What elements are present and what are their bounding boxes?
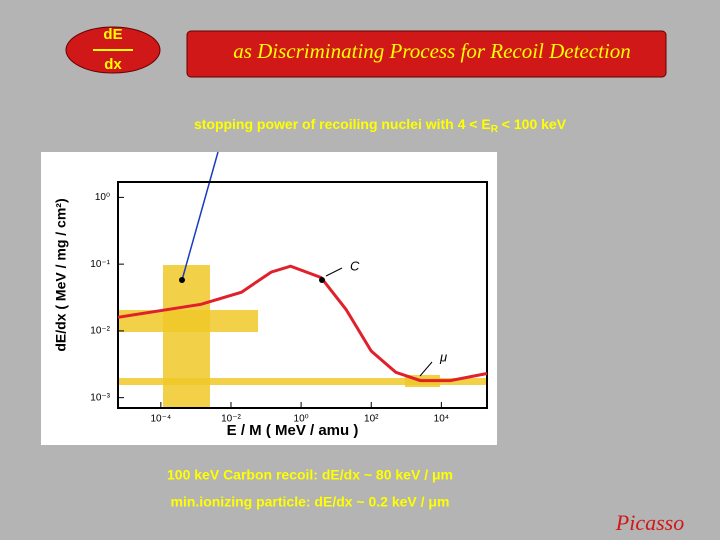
x-tick-label: 10² xyxy=(364,414,379,425)
pointer-line xyxy=(181,151,219,281)
x-tick-label: 10⁴ xyxy=(434,414,449,425)
pointer-dot xyxy=(179,277,185,283)
data-line xyxy=(117,264,488,383)
y-axis-label: dE/dx ( MeV / mg / cm²) xyxy=(53,198,69,351)
subtitle-subscript: R xyxy=(491,124,499,135)
annotation-pointer xyxy=(419,361,433,377)
annotation: C xyxy=(350,258,360,273)
title: as Discriminating Process for Recoil Det… xyxy=(233,39,631,63)
note: min.ionizing particle: dE/dx ~ 0.2 keV /… xyxy=(171,494,450,510)
x-axis-label: E / M ( MeV / amu ) xyxy=(227,422,359,439)
x-tick-label: 10⁻⁴ xyxy=(150,414,171,425)
badge-bottom: dx xyxy=(104,56,122,73)
annotation: μ xyxy=(439,349,447,364)
x-tick-label: 10⁰ xyxy=(294,414,309,425)
highlight-band xyxy=(163,265,210,408)
badge-top: dE xyxy=(103,26,122,43)
note: 100 keV Carbon recoil: dE/dx ~ 80 keV / … xyxy=(167,467,453,483)
annotation-dot xyxy=(319,277,325,283)
plot-frame xyxy=(117,181,488,409)
y-tick-label: 10⁻² xyxy=(90,326,110,337)
y-tick-label: 10⁻¹ xyxy=(90,259,110,270)
title-box xyxy=(186,30,667,78)
highlight-band xyxy=(118,310,258,332)
subtitle: stopping power of recoiling nuclei with … xyxy=(194,116,567,135)
annotation-pointer xyxy=(325,267,343,277)
highlight-band xyxy=(118,378,487,385)
logo: Picasso xyxy=(615,510,684,535)
subtitle-text: < 100 keV xyxy=(498,116,567,132)
y-tick-label: 10⁻³ xyxy=(90,392,110,403)
x-tick-label: 10⁻² xyxy=(221,414,241,425)
subtitle-text: stopping power of recoiling nuclei with … xyxy=(194,116,491,132)
y-tick-label: 10⁰ xyxy=(95,192,110,203)
